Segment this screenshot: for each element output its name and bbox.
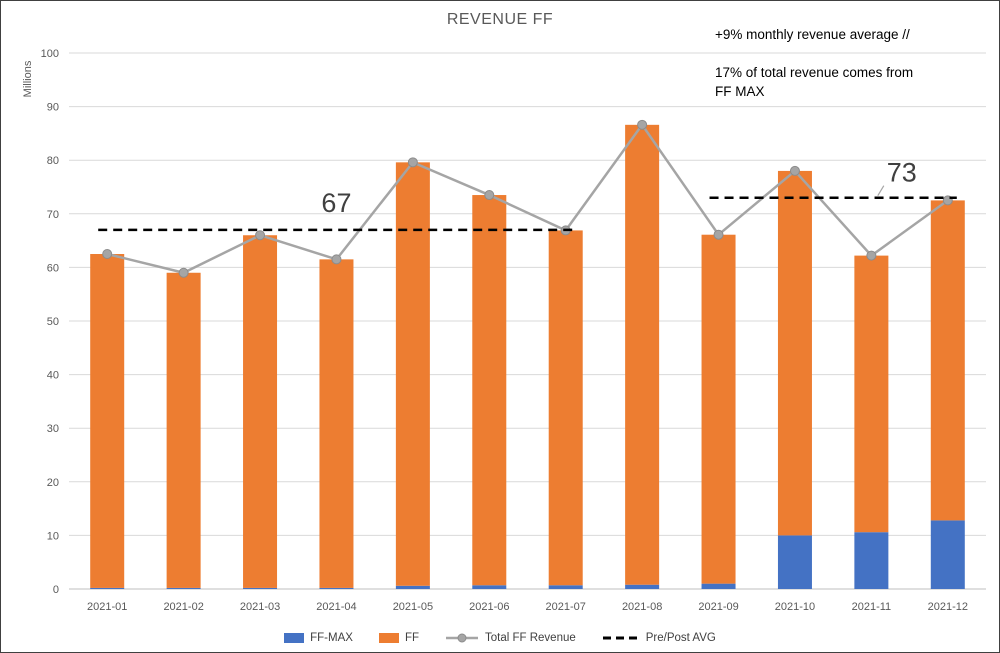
x-tick-2021-07: 2021-07 bbox=[546, 601, 586, 613]
bar-ff-2021-12 bbox=[930, 200, 965, 521]
legend-label-ffmax: FF-MAX bbox=[310, 632, 353, 644]
bar-ffmax-2021-05 bbox=[395, 585, 430, 589]
bar-ff-2021-06 bbox=[472, 195, 507, 586]
y-tick-20: 20 bbox=[47, 477, 59, 489]
line-marker-2021-02 bbox=[178, 267, 189, 278]
annotation-line-1: +9% monthly revenue average // bbox=[715, 27, 910, 42]
ffmax-swatch-icon bbox=[284, 633, 305, 643]
bar-ff-2021-09 bbox=[701, 234, 736, 584]
y-tick-40: 40 bbox=[47, 370, 59, 382]
line-marker-2021-10 bbox=[789, 165, 800, 176]
line-marker-2021-09 bbox=[713, 229, 724, 240]
legend-item-total-line: Total FF Revenue bbox=[445, 632, 576, 644]
x-tick-2021-10: 2021-10 bbox=[775, 601, 815, 613]
x-tick-2021-02: 2021-02 bbox=[163, 601, 203, 613]
bar-ff-2021-02 bbox=[166, 272, 201, 588]
bar-ff-2021-01 bbox=[90, 254, 125, 588]
y-tick-70: 70 bbox=[47, 209, 59, 221]
avg-value-label-2: 73 bbox=[887, 158, 917, 188]
x-tick-2021-05: 2021-05 bbox=[393, 601, 433, 613]
y-tick-10: 10 bbox=[47, 530, 59, 542]
line-marker-2021-08 bbox=[637, 119, 648, 130]
legend-item-ffmax: FF-MAX bbox=[284, 632, 353, 644]
x-tick-2021-12: 2021-12 bbox=[928, 601, 968, 613]
y-tick-100: 100 bbox=[41, 48, 59, 60]
y-tick-0: 0 bbox=[53, 584, 59, 596]
avg-value-label-1: 67 bbox=[321, 188, 351, 218]
bar-ff-2021-04 bbox=[319, 259, 354, 588]
avg-line-swatch-icon bbox=[602, 636, 639, 640]
y-tick-80: 80 bbox=[47, 155, 59, 167]
avg-label-leader bbox=[877, 185, 885, 197]
chart-legend: FF-MAX FF Total FF Revenue Pre/Post AVG bbox=[1, 632, 999, 644]
bar-ffmax-2021-06 bbox=[472, 585, 507, 589]
y-tick-50: 50 bbox=[47, 316, 59, 328]
legend-label-total-line: Total FF Revenue bbox=[485, 632, 576, 644]
bar-ffmax-2021-02 bbox=[166, 587, 201, 589]
x-tick-2021-03: 2021-03 bbox=[240, 601, 280, 613]
bar-ffmax-2021-03 bbox=[243, 587, 278, 589]
legend-label-avg: Pre/Post AVG bbox=[645, 632, 716, 644]
bar-ffmax-2021-07 bbox=[548, 585, 583, 589]
line-marker-2021-06 bbox=[484, 190, 495, 201]
line-marker-2021-05 bbox=[407, 157, 418, 168]
bar-ffmax-2021-11 bbox=[854, 532, 889, 589]
x-tick-2021-04: 2021-04 bbox=[316, 601, 356, 613]
legend-label-ff: FF bbox=[404, 632, 419, 644]
bar-ff-2021-11 bbox=[854, 255, 889, 533]
bar-ffmax-2021-08 bbox=[625, 584, 660, 589]
total-revenue-line bbox=[106, 122, 949, 275]
bar-ff-2021-07 bbox=[548, 230, 583, 586]
bar-ffmax-2021-04 bbox=[319, 587, 354, 589]
x-tick-2021-08: 2021-08 bbox=[622, 601, 662, 613]
x-tick-2021-01: 2021-01 bbox=[87, 601, 127, 613]
bar-ffmax-2021-09 bbox=[701, 583, 736, 589]
line-marker-2021-03 bbox=[255, 230, 266, 241]
y-tick-30: 30 bbox=[47, 423, 59, 435]
ff-swatch-icon bbox=[378, 633, 399, 643]
chart-annotations: +9% monthly revenue average // 17% of to… bbox=[715, 25, 915, 120]
x-tick-2021-09: 2021-09 bbox=[698, 601, 738, 613]
line-marker-2021-11 bbox=[866, 250, 877, 261]
bar-ff-2021-10 bbox=[777, 170, 812, 536]
x-tick-2021-06: 2021-06 bbox=[469, 601, 509, 613]
annotation-line-2: 17% of total revenue comes from FF MAX bbox=[715, 64, 914, 100]
x-tick-2021-11: 2021-11 bbox=[852, 601, 892, 613]
line-marker-2021-04 bbox=[331, 254, 342, 265]
y-tick-60: 60 bbox=[47, 262, 59, 274]
legend-item-ff: FF bbox=[378, 632, 419, 644]
total-line-swatch-icon bbox=[446, 633, 478, 643]
legend-item-avg: Pre/Post AVG bbox=[602, 632, 716, 644]
bar-ff-2021-03 bbox=[243, 235, 278, 588]
y-axis-title: Millions bbox=[22, 60, 34, 97]
y-tick-90: 90 bbox=[47, 102, 59, 114]
chart-title: REVENUE FF bbox=[446, 11, 554, 28]
bar-ff-2021-05 bbox=[395, 162, 430, 586]
bar-ffmax-2021-01 bbox=[90, 587, 125, 589]
bar-ffmax-2021-12 bbox=[930, 520, 965, 589]
bar-ffmax-2021-10 bbox=[777, 535, 812, 589]
line-marker-2021-01 bbox=[102, 249, 113, 259]
bar-ff-2021-08 bbox=[625, 124, 660, 585]
